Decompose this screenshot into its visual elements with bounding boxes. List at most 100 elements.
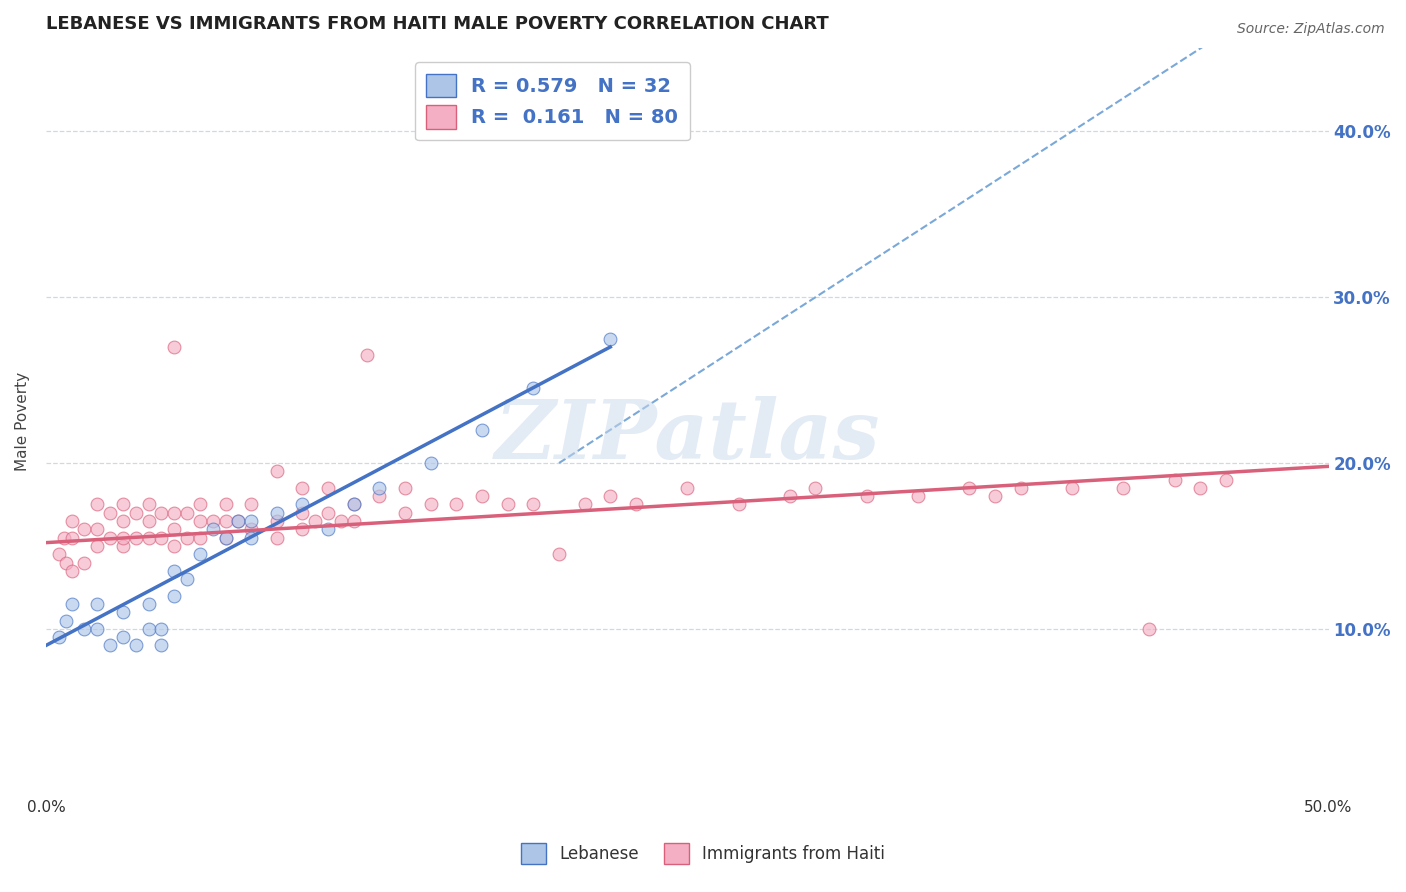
- Point: [138, 514, 160, 528]
- Point: [1163, 473, 1185, 487]
- Point: [266, 531, 288, 545]
- Point: [201, 514, 224, 528]
- Point: [599, 489, 621, 503]
- Point: [599, 332, 621, 346]
- Point: [1137, 622, 1160, 636]
- Point: [214, 514, 236, 528]
- Legend: Lebanese, Immigrants from Haiti: Lebanese, Immigrants from Haiti: [515, 837, 891, 871]
- Point: [368, 481, 391, 495]
- Point: [214, 531, 236, 545]
- Point: [86, 498, 108, 512]
- Point: [907, 489, 929, 503]
- Point: [163, 340, 186, 354]
- Point: [804, 481, 827, 495]
- Point: [984, 489, 1007, 503]
- Point: [86, 522, 108, 536]
- Point: [60, 564, 83, 578]
- Point: [1215, 473, 1237, 487]
- Point: [419, 456, 441, 470]
- Point: [201, 522, 224, 536]
- Point: [138, 622, 160, 636]
- Point: [266, 506, 288, 520]
- Point: [574, 498, 596, 512]
- Point: [368, 489, 391, 503]
- Point: [163, 539, 186, 553]
- Point: [214, 498, 236, 512]
- Point: [624, 498, 647, 512]
- Point: [150, 506, 173, 520]
- Point: [48, 630, 70, 644]
- Point: [471, 423, 494, 437]
- Point: [291, 522, 314, 536]
- Point: [111, 605, 134, 619]
- Point: [356, 348, 378, 362]
- Point: [98, 531, 121, 545]
- Point: [73, 522, 96, 536]
- Point: [138, 597, 160, 611]
- Point: [73, 556, 96, 570]
- Point: [291, 498, 314, 512]
- Point: [188, 498, 211, 512]
- Point: [240, 514, 263, 528]
- Text: Source: ZipAtlas.com: Source: ZipAtlas.com: [1237, 22, 1385, 37]
- Point: [48, 547, 70, 561]
- Point: [291, 481, 314, 495]
- Point: [727, 498, 749, 512]
- Point: [228, 514, 250, 528]
- Point: [343, 498, 366, 512]
- Point: [522, 498, 544, 512]
- Point: [291, 506, 314, 520]
- Point: [240, 498, 263, 512]
- Legend: R = 0.579   N = 32, R =  0.161   N = 80: R = 0.579 N = 32, R = 0.161 N = 80: [415, 62, 690, 140]
- Point: [55, 556, 77, 570]
- Point: [446, 498, 468, 512]
- Point: [86, 539, 108, 553]
- Point: [188, 514, 211, 528]
- Point: [266, 464, 288, 478]
- Point: [496, 498, 519, 512]
- Point: [316, 481, 339, 495]
- Point: [86, 597, 108, 611]
- Point: [855, 489, 877, 503]
- Point: [163, 564, 186, 578]
- Point: [86, 622, 108, 636]
- Point: [150, 531, 173, 545]
- Point: [73, 622, 96, 636]
- Point: [163, 522, 186, 536]
- Point: [304, 514, 326, 528]
- Point: [60, 597, 83, 611]
- Point: [240, 531, 263, 545]
- Point: [676, 481, 699, 495]
- Point: [138, 498, 160, 512]
- Point: [111, 514, 134, 528]
- Y-axis label: Male Poverty: Male Poverty: [15, 372, 30, 471]
- Point: [60, 531, 83, 545]
- Point: [176, 572, 198, 586]
- Point: [214, 531, 236, 545]
- Point: [125, 506, 148, 520]
- Point: [138, 531, 160, 545]
- Point: [188, 531, 211, 545]
- Point: [176, 506, 198, 520]
- Point: [266, 514, 288, 528]
- Point: [98, 506, 121, 520]
- Point: [163, 506, 186, 520]
- Point: [330, 514, 353, 528]
- Point: [394, 506, 416, 520]
- Point: [111, 531, 134, 545]
- Point: [343, 514, 366, 528]
- Text: ZIPatlas: ZIPatlas: [495, 397, 880, 476]
- Point: [1010, 481, 1032, 495]
- Point: [52, 531, 75, 545]
- Point: [125, 639, 148, 653]
- Point: [60, 514, 83, 528]
- Point: [316, 506, 339, 520]
- Point: [125, 531, 148, 545]
- Point: [150, 622, 173, 636]
- Point: [111, 630, 134, 644]
- Point: [1189, 481, 1212, 495]
- Point: [1112, 481, 1135, 495]
- Point: [111, 539, 134, 553]
- Text: LEBANESE VS IMMIGRANTS FROM HAITI MALE POVERTY CORRELATION CHART: LEBANESE VS IMMIGRANTS FROM HAITI MALE P…: [46, 15, 828, 33]
- Point: [176, 531, 198, 545]
